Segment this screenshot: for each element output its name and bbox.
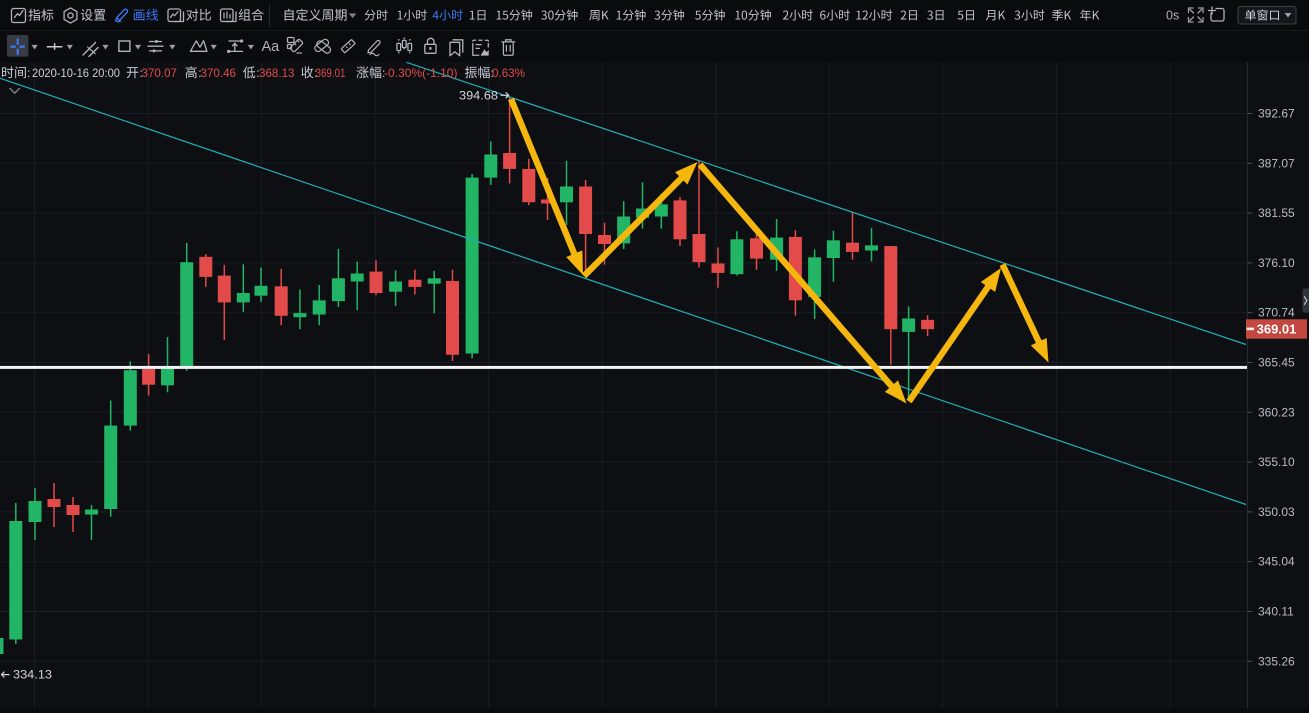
svg-text:387.07: 387.07 <box>1258 156 1295 170</box>
svg-text:0s: 0s <box>1166 9 1179 23</box>
svg-text:0.63%: 0.63% <box>492 66 525 80</box>
svg-text::: : <box>27 66 30 80</box>
svg-text:369.01: 369.01 <box>1257 322 1297 337</box>
svg-text:-0.30%(-1.10): -0.30%(-1.10) <box>384 66 458 80</box>
svg-text:370.07: 370.07 <box>142 66 178 80</box>
svg-text:350.03: 350.03 <box>1258 505 1295 519</box>
svg-text:365.45: 365.45 <box>1258 356 1295 370</box>
svg-text:2020-10-16 20:00: 2020-10-16 20:00 <box>32 66 120 80</box>
svg-text:370.46: 370.46 <box>201 66 237 80</box>
svg-text:345.04: 345.04 <box>1258 555 1295 569</box>
svg-text:Aa: Aa <box>262 39 281 55</box>
svg-text:368.13: 368.13 <box>259 66 295 80</box>
svg-text:392.67: 392.67 <box>1258 107 1295 121</box>
svg-text:360.23: 360.23 <box>1258 405 1295 419</box>
svg-text:355.10: 355.10 <box>1258 455 1295 469</box>
svg-text:334.13: 334.13 <box>13 668 52 682</box>
svg-text:370.74: 370.74 <box>1258 306 1295 320</box>
svg-text:340.11: 340.11 <box>1258 605 1294 619</box>
svg-text:335.26: 335.26 <box>1258 654 1295 668</box>
svg-text:394.68: 394.68 <box>459 89 498 103</box>
svg-text:376.10: 376.10 <box>1258 256 1295 270</box>
svg-text:381.55: 381.55 <box>1258 206 1295 220</box>
svg-text:369.01: 369.01 <box>316 66 346 80</box>
